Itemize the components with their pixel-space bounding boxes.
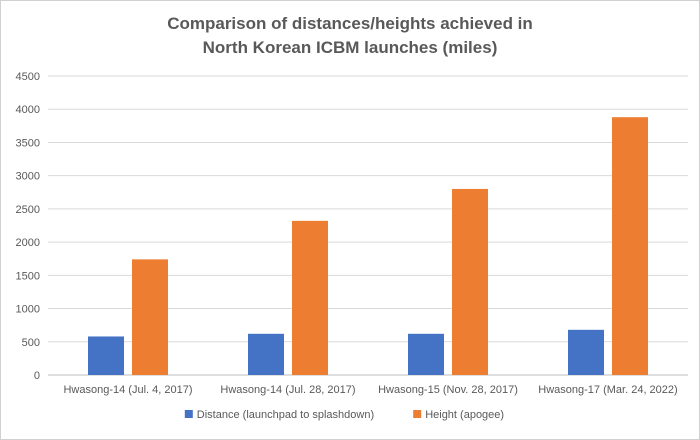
legend: Distance (launchpad to splashdown) Height… [184,409,504,421]
x-category-label: Hwasong-14 (Jul. 4, 2017) [63,384,192,396]
chart-title-line-1: Comparison of distances/heights achieved… [167,14,533,33]
y-tick-label: 0 [34,370,40,382]
legend-swatch-distance [184,410,193,418]
y-tick-label: 3000 [16,171,40,183]
y-tick-label: 2000 [16,237,40,249]
chart-title-line-2: North Korean ICBM launches (miles) [202,38,498,57]
bar-height-2 [292,220,328,375]
legend-label-height: Height (apogee) [425,409,504,421]
y-tick-label: 4000 [16,104,40,116]
x-category-label: Hwasong-14 (Jul. 28, 2017) [220,384,355,396]
bar-height-4 [612,117,648,375]
bars [88,117,648,375]
y-axis: 0 500 1000 1500 2000 2500 3000 3500 4000 4500 [16,71,40,382]
bar-distance-2 [248,333,284,375]
y-tick-label: 2500 [16,204,40,216]
y-tick-label: 1500 [16,270,40,282]
x-category-label: Hwasong-15 (Nov. 28, 2017) [378,384,518,396]
bar-distance-1 [88,336,124,375]
y-tick-label: 4500 [16,71,40,83]
x-category-label: Hwasong-17 (Mar. 24, 2022) [538,384,677,396]
y-tick-label: 500 [22,337,40,349]
chart-title: Comparison of distances/heights achieved… [0,12,700,60]
bar-distance-3 [408,333,444,375]
y-tick-label: 3500 [16,137,40,149]
legend-swatch-height [413,410,422,418]
x-axis: Hwasong-14 (Jul. 4, 2017) Hwasong-14 (Jul… [63,384,677,396]
legend-label-distance: Distance (launchpad to splashdown) [197,409,374,421]
bar-distance-4 [568,329,604,375]
bar-height-3 [452,188,488,375]
y-tick-label: 1000 [16,304,40,316]
bar-height-1 [132,259,168,375]
